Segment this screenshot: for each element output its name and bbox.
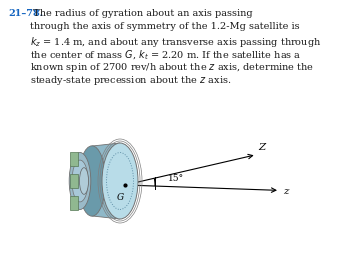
Text: The radius of gyration about an axis passing: The radius of gyration about an axis pas… — [30, 9, 253, 18]
Polygon shape — [70, 174, 78, 188]
Polygon shape — [70, 196, 78, 210]
Text: Z: Z — [259, 143, 266, 152]
Text: $k_z$ = 1.4 m, and about any transverse axis passing through: $k_z$ = 1.4 m, and about any transverse … — [30, 35, 321, 49]
Text: 21–78.: 21–78. — [8, 9, 43, 18]
Text: through the axis of symmetry of the 1.2-Mg satellite is: through the axis of symmetry of the 1.2-… — [30, 22, 300, 31]
Ellipse shape — [72, 160, 88, 202]
Polygon shape — [70, 152, 78, 166]
Polygon shape — [92, 143, 120, 219]
Ellipse shape — [69, 153, 91, 209]
Ellipse shape — [79, 168, 89, 194]
Text: z: z — [283, 187, 288, 196]
Text: steady-state precession about the $z$ axis.: steady-state precession about the $z$ ax… — [30, 74, 232, 87]
Ellipse shape — [102, 143, 138, 219]
Text: the center of mass $G$, $k_t$ = 2.20 m. If the satellite has a: the center of mass $G$, $k_t$ = 2.20 m. … — [30, 48, 302, 62]
Text: G: G — [116, 193, 123, 202]
Ellipse shape — [79, 146, 105, 216]
Text: 15°: 15° — [168, 174, 184, 183]
Text: known spin of 2700 rev/h about the $z$ axis, determine the: known spin of 2700 rev/h about the $z$ a… — [30, 61, 314, 74]
